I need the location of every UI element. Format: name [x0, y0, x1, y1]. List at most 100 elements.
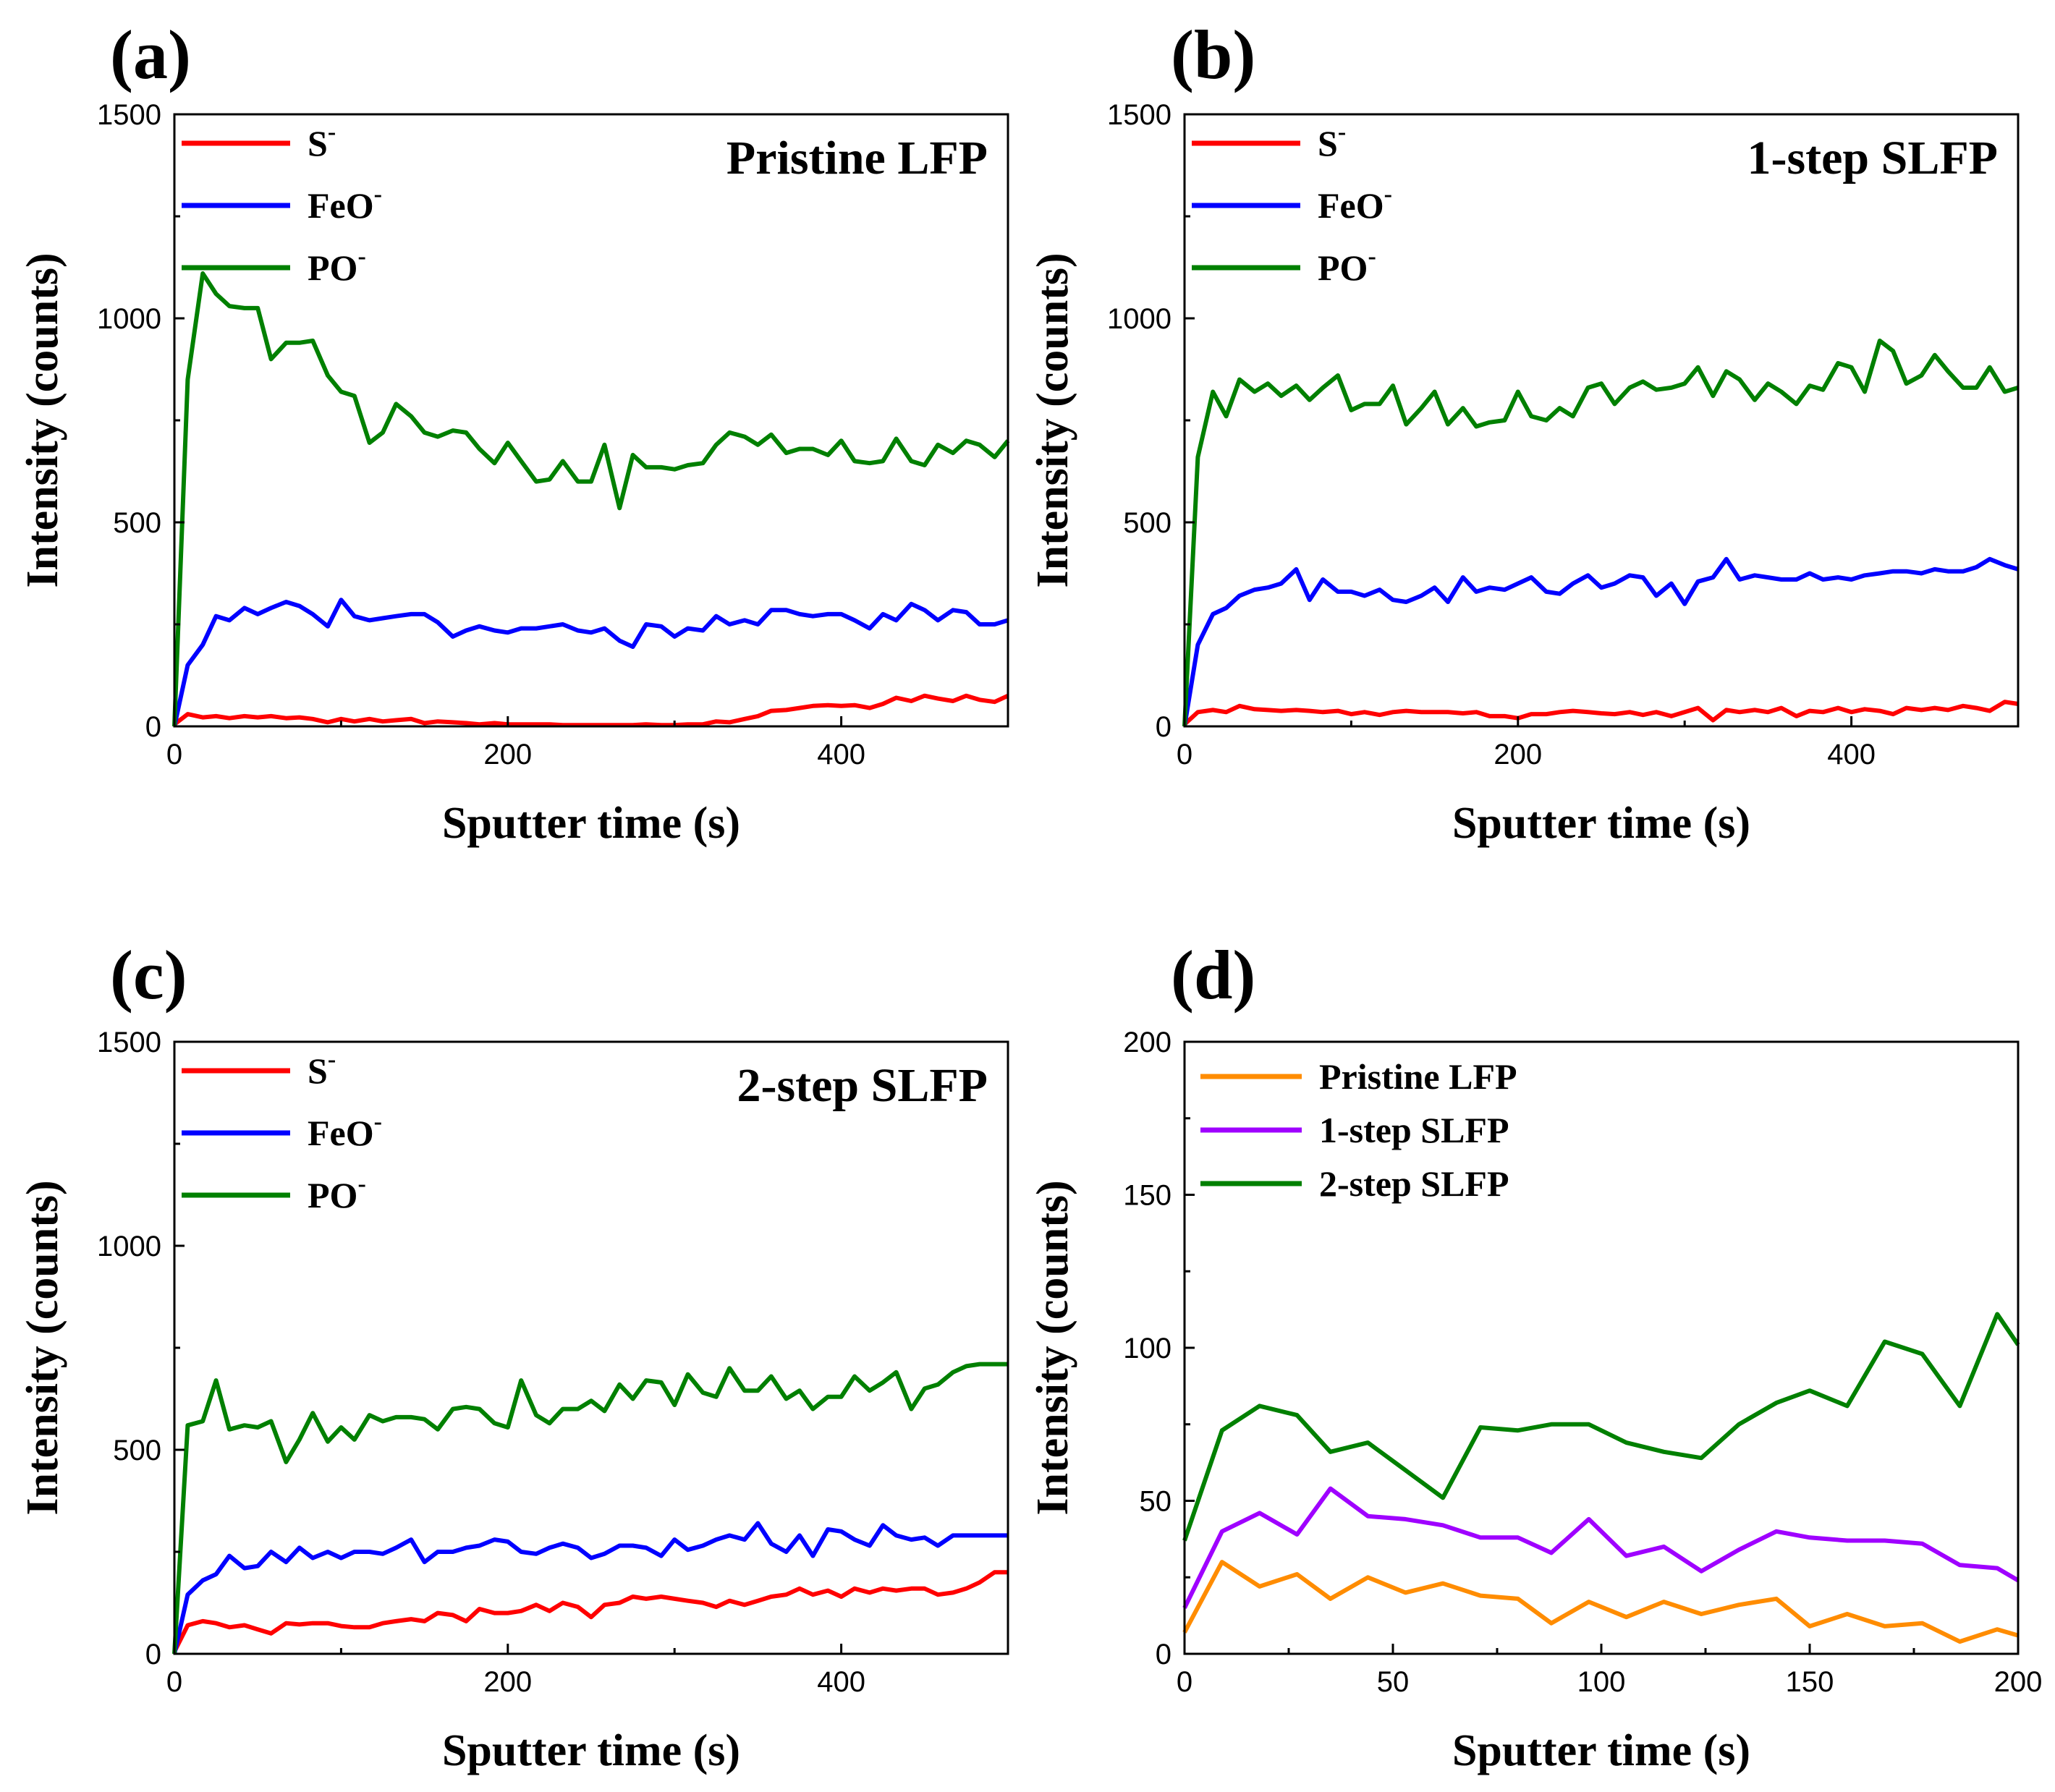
legend: S-FeO-PO- [182, 1046, 382, 1215]
series-line-s [1182, 700, 2019, 726]
x-tick-label: 0 [166, 1666, 182, 1698]
legend-label: FeO- [308, 181, 382, 226]
legend-superscript: - [357, 243, 365, 270]
y-tick-label: 0 [1156, 711, 1171, 743]
legend-superscript: - [374, 181, 382, 208]
legend-label: 2-step SLFP [1319, 1163, 1509, 1204]
x-tick-label: 50 [1377, 1666, 1410, 1698]
legend-superscript: - [1368, 243, 1376, 270]
legend-label-text: PO [308, 1175, 357, 1215]
plot-area [172, 1362, 1008, 1655]
legend-superscript: - [374, 1108, 382, 1135]
series-line-2-step-slfp [1182, 1312, 2020, 1542]
legend-superscript: - [357, 1171, 365, 1197]
y-tick-label: 1000 [1107, 303, 1171, 335]
series-line-s [172, 1570, 1008, 1653]
series-line-feo [1182, 556, 2019, 727]
y-tick-label: 0 [145, 1639, 161, 1670]
series-line-po [1182, 339, 2019, 727]
y-tick-label: 1500 [1107, 99, 1171, 131]
plot-area [1182, 1312, 2020, 1644]
legend-label: FeO- [308, 1108, 382, 1153]
legend-label-text: FeO [308, 185, 374, 226]
x-tick-label: 150 [1786, 1666, 1834, 1698]
y-tick-label: 0 [145, 711, 161, 743]
legend-superscript: - [328, 1046, 336, 1073]
panel-label: (c) [110, 936, 187, 1014]
y-axis-title: Intensity (counts) [18, 252, 67, 587]
sample-title: 2-step SLFP [737, 1059, 988, 1112]
x-tick-label: 400 [1827, 739, 1876, 770]
panel-label: (a) [110, 16, 191, 93]
legend-label-text: FeO [1318, 185, 1384, 226]
x-tick-label: 0 [1177, 1666, 1192, 1698]
x-tick-label: 200 [483, 739, 532, 770]
legend-label: S- [1318, 119, 1346, 164]
y-tick-label: 50 [1140, 1486, 1172, 1518]
plot-area [1182, 339, 2019, 727]
y-tick-label: 500 [113, 1435, 161, 1466]
legend-superscript: - [328, 119, 336, 145]
legend-label-text: PO [1318, 247, 1368, 288]
x-tick-label: 0 [1177, 739, 1192, 770]
x-axis-title: Sputter time (s) [442, 1726, 740, 1775]
sample-title: 1-step SLFP [1747, 132, 1999, 184]
legend-superscript: - [1338, 119, 1346, 145]
legend-label: FeO- [1318, 181, 1392, 226]
x-tick-label: 200 [1493, 739, 1542, 770]
panel-label: (d) [1171, 936, 1255, 1014]
legend: Pristine LFP 1-step SLFP 2-step SLFP [1200, 1056, 1517, 1204]
y-tick-label: 200 [1123, 1027, 1171, 1058]
plot-area [172, 271, 1010, 728]
sample-title: Pristine LFP [726, 132, 988, 184]
legend: S-FeO-PO- [182, 119, 382, 288]
legend-label-text: S [308, 1050, 328, 1091]
series-line-feo [172, 598, 1009, 727]
y-tick-label: 1000 [97, 303, 161, 335]
x-tick-label: 400 [817, 739, 865, 770]
x-axis-title: Sputter time (s) [442, 799, 740, 848]
y-tick-label: 1000 [97, 1231, 161, 1262]
y-tick-label: 500 [113, 507, 161, 539]
x-tick-label: 0 [166, 739, 182, 770]
x-tick-label: 200 [483, 1666, 532, 1698]
panel-c: (c) 0 200 400 0 500 1000 1500 Sputter time (s) In… [18, 936, 1009, 1775]
y-tick-label: 150 [1123, 1180, 1171, 1212]
plot-frame [1183, 1040, 2020, 1655]
series-line-feo [172, 1521, 1008, 1655]
plot-frame [173, 1040, 1009, 1655]
plot-frame [1183, 113, 2020, 728]
legend-label-text: Pristine LFP [1319, 1056, 1517, 1097]
legend-label-text: S [1318, 123, 1338, 164]
legend-label: S- [308, 119, 336, 164]
legend-label-text: FeO [308, 1113, 374, 1153]
x-tick-label: 200 [1994, 1666, 2043, 1698]
x-axis-title: Sputter time (s) [1452, 799, 1750, 848]
y-tick-label: 100 [1123, 1333, 1171, 1364]
legend-superscript: - [1384, 181, 1392, 208]
legend-label-text: 2-step SLFP [1319, 1163, 1509, 1204]
legend-label: PO- [308, 1171, 366, 1215]
series-line-po [172, 271, 1010, 727]
legend-label: Pristine LFP [1319, 1056, 1517, 1097]
x-tick-label: 400 [817, 1666, 865, 1698]
panel-label: (b) [1171, 16, 1255, 93]
y-tick-label: 0 [1156, 1639, 1171, 1670]
series-line-pristine-lfp [1182, 1560, 2019, 1644]
y-tick-label: 1500 [97, 99, 161, 131]
y-axis-title: Intensity (counts) [1028, 252, 1077, 587]
legend: S-FeO-PO- [1192, 119, 1392, 288]
panel-b: (b) 0 200 400 0 500 1000 1500 Sputter time (s) In… [1028, 16, 2020, 848]
legend-label-text: S [308, 123, 328, 164]
series-line-po [172, 1362, 1008, 1655]
legend-label-text: PO [308, 247, 357, 288]
legend-label: S- [308, 1046, 336, 1091]
panel-d: (d) 0 50 100 150 200 0 50 100 150 200 Sputter time … [1028, 936, 2042, 1775]
y-tick-label: 500 [1123, 507, 1171, 539]
x-tick-label: 100 [1577, 1666, 1626, 1698]
series-line-s [173, 693, 1009, 728]
legend-label: 1-step SLFP [1319, 1110, 1509, 1150]
y-axis-title: Intensity (counts) [1028, 1180, 1077, 1515]
legend-label: PO- [1318, 243, 1376, 288]
